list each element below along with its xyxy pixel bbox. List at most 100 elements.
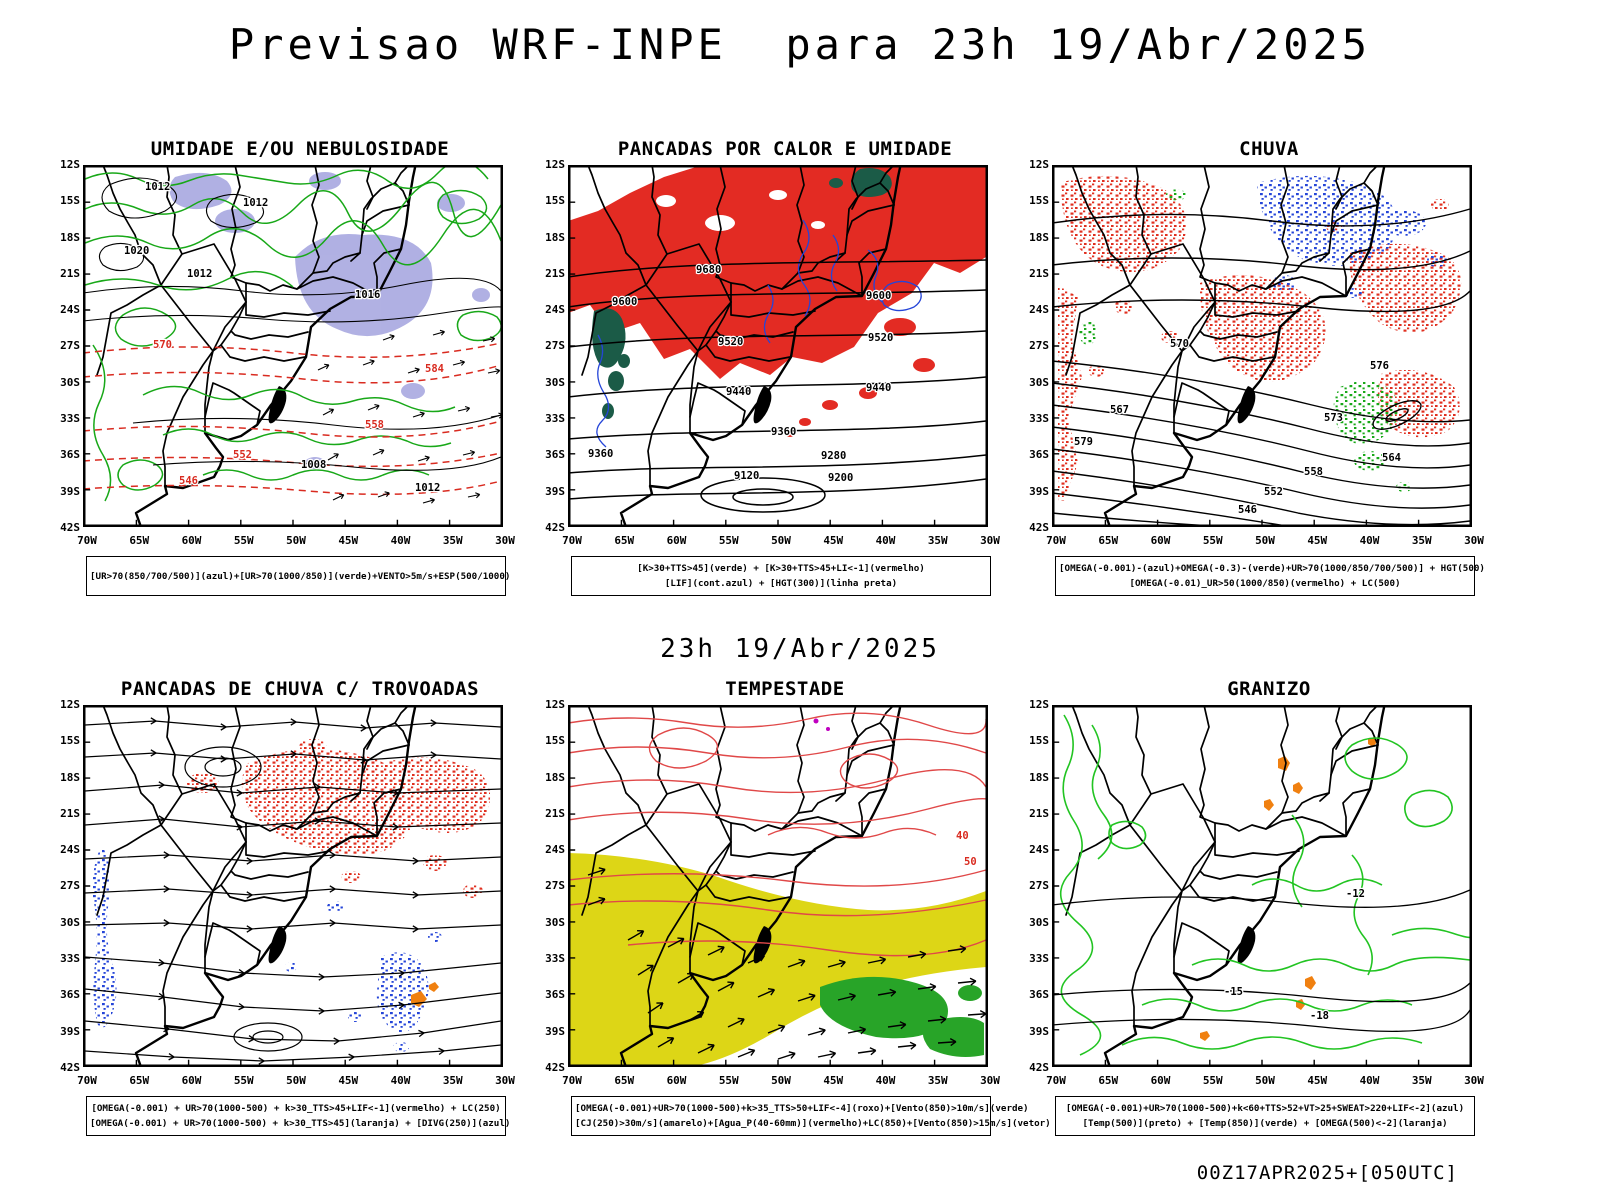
legend-line: [OMEGA(-0.001)-(azul)+OMEGA(-0.3)-(verde…: [1059, 563, 1485, 574]
lat-tick-label: 36S: [1029, 988, 1049, 1002]
lat-tick-label: 33S: [60, 952, 80, 966]
contour-label: 9360: [588, 448, 613, 460]
thickness-contours-red: [83, 342, 502, 496]
lon-tick-label: 60W: [666, 1074, 687, 1087]
lat-tick-label: 36S: [1029, 448, 1049, 462]
temp500-contours-black: [1052, 889, 1471, 1033]
contour-label: 570: [153, 339, 172, 351]
map-frame: 1012 1012 1020 1016 1012 570 584 558 552…: [83, 165, 503, 527]
contour-labels: 1012 1012 1020 1016 1012 570 584 558 552…: [123, 180, 445, 495]
temp850-contours-green: [1059, 714, 1472, 1056]
hail-speckle-orange: [1200, 737, 1377, 1041]
lon-tick-label: 65W: [614, 534, 635, 547]
lon-tick-label: 55W: [1202, 534, 1223, 547]
map-frame: -12 -15 -18: [1052, 705, 1472, 1067]
map-umidade: 1012 1012 1020 1016 1012 570 584 558 552…: [83, 165, 503, 527]
lat-tick-label: 33S: [60, 412, 80, 426]
lon-tick-label: 35W: [927, 534, 948, 547]
lat-tick-label: 21S: [1029, 266, 1049, 280]
contour-label: 50: [964, 856, 977, 868]
lon-tick-label: 55W: [718, 534, 739, 547]
contour-labels: 40 50: [955, 829, 978, 869]
contour-label: 546: [1238, 504, 1257, 516]
contour-labels: 9680 9600 9600 9520 9520 9440 9440 9360 …: [587, 263, 895, 485]
lat-tick-label: 21S: [545, 266, 565, 280]
map-row: 12S 15S 18S 21S 24S 27S 30S 33S 36S 39S 42S: [1021, 699, 1483, 1073]
lat-tick-label: 24S: [1029, 843, 1049, 857]
lat-tick-label: 36S: [60, 448, 80, 462]
lon-tick-label: 45W: [1307, 1074, 1328, 1087]
lon-tick-label: 45W: [823, 534, 844, 547]
theta-contours-red: [568, 712, 988, 957]
contour-label: 9280: [821, 450, 846, 462]
lat-tick-label: 42S: [1029, 520, 1049, 534]
lon-tick-label: 60W: [181, 1074, 202, 1087]
panel-title: UMIDADE E/OU NEBULOSIDADE: [150, 138, 450, 160]
lat-tick-label: 15S: [1029, 194, 1049, 208]
lat-tick-label: 39S: [545, 1024, 565, 1038]
lon-tick-label: 45W: [823, 1074, 844, 1087]
lat-tick-label: 24S: [1029, 303, 1049, 317]
run-timestamp: 00Z17APR2025+[050UTC]: [1196, 1162, 1458, 1184]
lat-tick-label: 30S: [60, 915, 80, 929]
contour-label: 9360: [771, 426, 796, 438]
map-granizo: -12 -15 -18: [1052, 705, 1472, 1067]
lat-tick-label: 42S: [60, 1060, 80, 1074]
map-row: 12S 15S 18S 21S 24S 27S 30S 33S 36S 39S 42S: [52, 159, 514, 533]
lat-tick-label: 21S: [545, 806, 565, 820]
contour-label: -12: [1346, 888, 1365, 900]
lon-tick-label: 50W: [1255, 534, 1275, 547]
lat-tick-label: 36S: [545, 448, 565, 462]
contour-label: 584: [425, 363, 444, 375]
legend-line: [OMEGA(-0.001)+UR>70(1000-500)+k<60+TTS>…: [1065, 1103, 1465, 1114]
lon-tick-label: 50W: [1255, 1074, 1275, 1087]
lat-tick-label: 24S: [60, 303, 80, 317]
contour-label: 546: [179, 475, 198, 487]
lat-tick-label: 18S: [545, 230, 565, 244]
map-tempestade: 40 50: [568, 705, 988, 1067]
convective-area-darkgreen: [592, 168, 892, 419]
lat-tick-label: 15S: [545, 194, 565, 208]
lon-tick-label: 65W: [1098, 534, 1119, 547]
contour-label: 579: [1074, 436, 1093, 448]
lat-tick-label: 33S: [1029, 952, 1049, 966]
contour-label: 1016: [355, 289, 380, 301]
lat-tick-label: 30S: [60, 375, 80, 389]
legend-box: [K>30+TTS>45](verde) + [K>30+TTS>45+LI<-…: [571, 556, 991, 596]
panel-pancadas-trovoadas: PANCADAS DE CHUVA C/ TROVOADAS 12S 15S 18S…: [52, 678, 515, 1136]
panel-pancadas-calor: PANCADAS POR CALOR E UMIDADE 12S 15S 18S 21…: [537, 138, 1000, 596]
lon-tick-label: 35W: [927, 1074, 948, 1087]
panel-title: CHUVA: [1239, 138, 1299, 160]
jet-area-yellow: [568, 853, 986, 1065]
panel-title: TEMPESTADE: [725, 678, 845, 700]
lat-tick-label: 15S: [60, 734, 80, 748]
lon-tick-label: 40W: [390, 1074, 411, 1087]
contour-label: 567: [1110, 404, 1129, 416]
panel-title: PANCADAS DE CHUVA C/ TROVOADAS: [120, 678, 480, 700]
lon-tick-label: 45W: [1307, 534, 1328, 547]
map-row: 12S 15S 18S 21S 24S 27S 30S 33S 36S 39S 42S: [1021, 159, 1483, 534]
lat-tick-label: 21S: [60, 266, 80, 280]
contour-labels: -12 -15 -18: [1223, 887, 1366, 1023]
contour-label: 558: [365, 419, 384, 431]
contour-label: 9520: [868, 332, 893, 344]
lon-tick-label: 60W: [666, 534, 687, 547]
lon-tick-label: 55W: [233, 534, 254, 547]
pressure-contours-black: [83, 177, 503, 471]
map-frame: [83, 705, 503, 1067]
lon-tick-label: 30W: [495, 534, 515, 547]
lat-tick-label: 27S: [545, 879, 565, 893]
lon-tick-label: 40W: [1359, 534, 1380, 547]
lat-tick-label: 39S: [60, 484, 80, 498]
lat-tick-label: 18S: [1029, 230, 1049, 244]
lon-tick-label: 70W: [562, 1074, 582, 1087]
contour-label: 552: [1264, 486, 1283, 498]
valid-time-subtitle: 23h 19/Abr/2025: [660, 634, 940, 664]
lat-tick-label: 24S: [545, 303, 565, 317]
lat-tick-label: 18S: [1029, 770, 1049, 784]
legend-line: [UR>70(850/700/500)](azul)+[UR>70(1000/8…: [90, 570, 511, 582]
lat-tick-label: 27S: [545, 339, 565, 353]
panel-tempestade: TEMPESTADE 12S 15S 18S 21S 24S 27S 30S 33S 36S 39…: [537, 678, 1051, 1136]
lat-tick-label: 39S: [1029, 1024, 1049, 1038]
